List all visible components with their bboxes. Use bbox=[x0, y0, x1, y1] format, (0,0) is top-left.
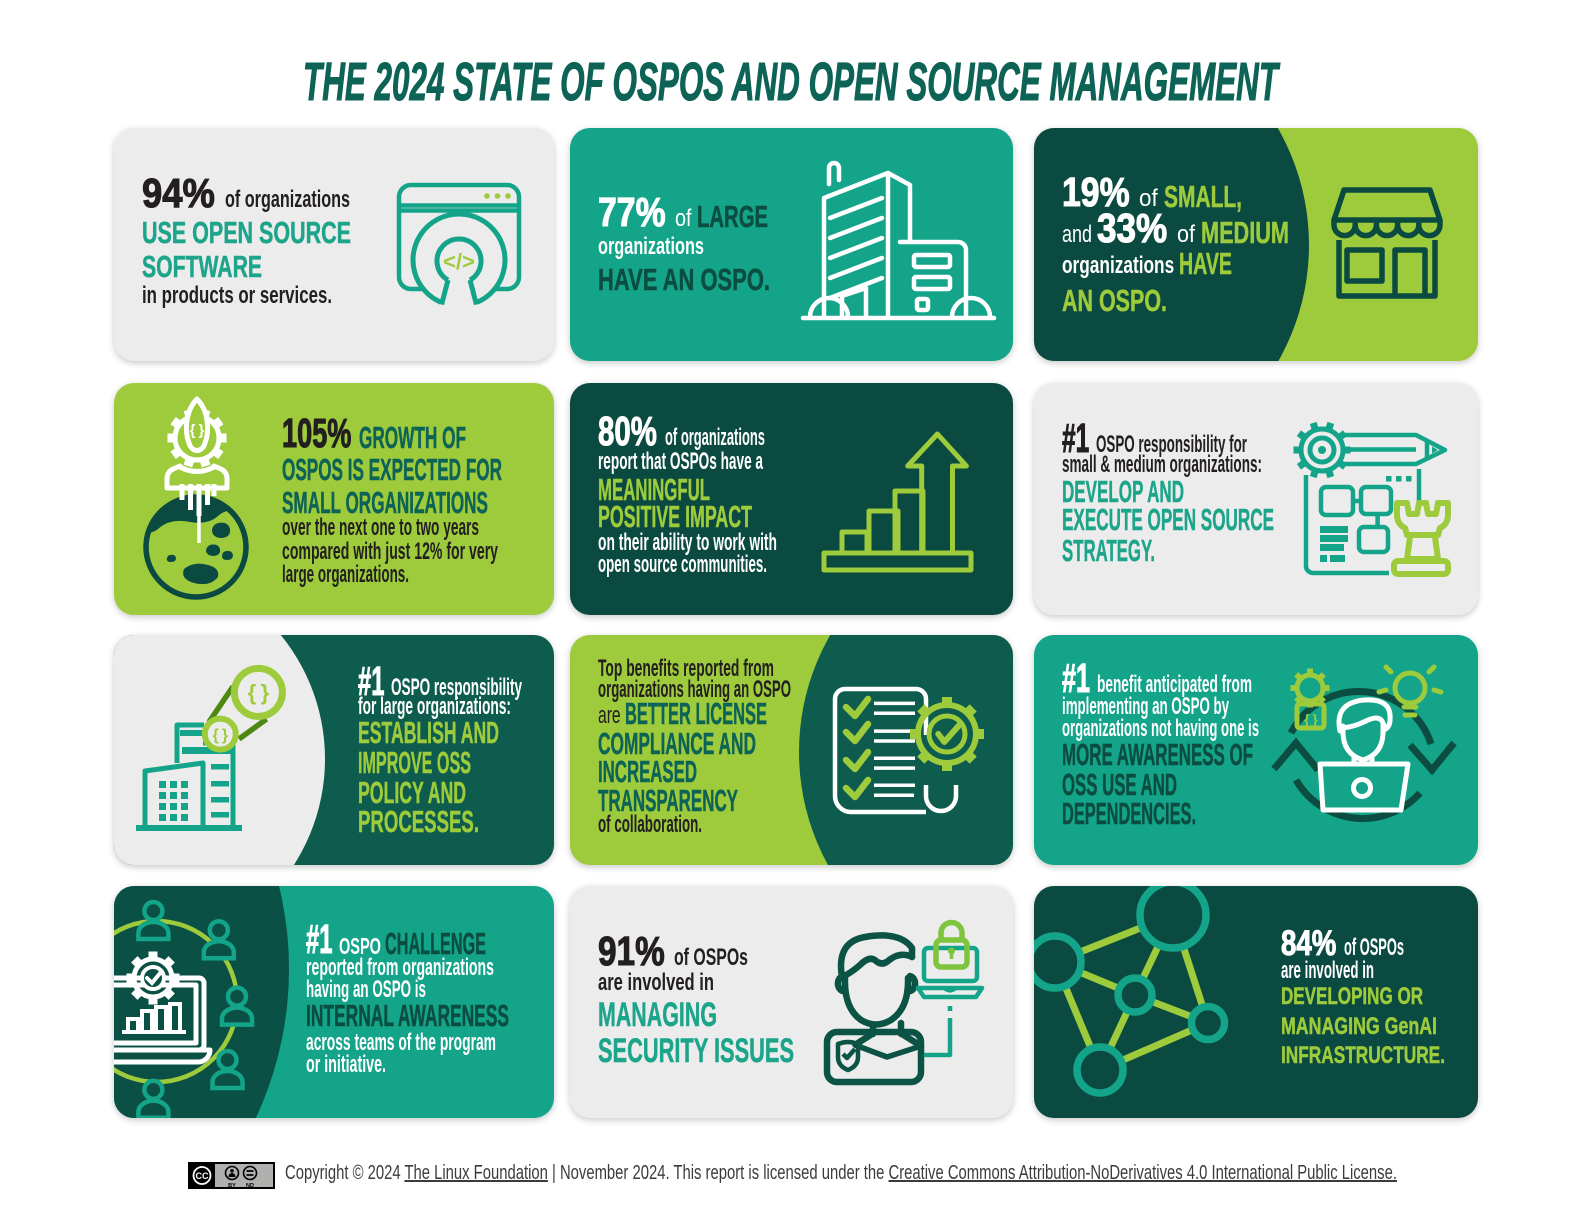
svg-text:</>: </> bbox=[443, 249, 475, 274]
svg-text:{ }: { } bbox=[248, 680, 270, 705]
svg-text:ND: ND bbox=[246, 1183, 254, 1189]
svg-text:{ }: { } bbox=[190, 422, 205, 439]
svg-text:BY: BY bbox=[228, 1183, 236, 1189]
svg-text:{ }: { } bbox=[212, 727, 228, 744]
svg-text:{ }: { } bbox=[1304, 711, 1318, 727]
svg-text:CC: CC bbox=[196, 1171, 209, 1181]
